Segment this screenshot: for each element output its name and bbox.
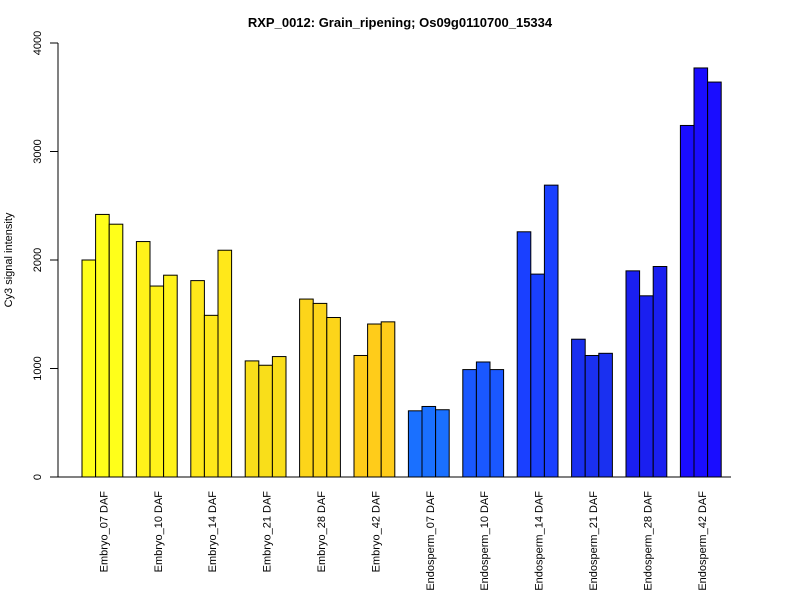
x-tick-label: Endosperm_14 DAF <box>534 491 546 591</box>
x-tick-label: Embryo_42 DAF <box>370 491 382 573</box>
bar <box>380 321 396 478</box>
bar-group <box>462 361 505 478</box>
bar <box>639 295 654 478</box>
bar <box>244 360 260 478</box>
x-tick-label: Endosperm_28 DAF <box>642 491 654 591</box>
bar <box>530 273 545 478</box>
bar <box>679 124 695 478</box>
y-axis-label: Cy3 signal intensity <box>3 212 15 307</box>
bar <box>516 231 532 478</box>
y-tick-label: 0 <box>32 474 44 480</box>
bar <box>693 67 709 478</box>
bar <box>353 354 369 478</box>
x-tick-label: Endosperm_42 DAF <box>697 491 709 591</box>
y-axis: 0 1000 2000 3000 4000 <box>32 31 59 480</box>
bar <box>190 280 205 478</box>
bar <box>625 270 641 478</box>
y-tick-label: 1000 <box>32 356 44 380</box>
bar <box>271 356 287 478</box>
bar-group <box>516 184 559 478</box>
bar-group <box>679 67 722 478</box>
y-tick-label: 3000 <box>32 139 44 163</box>
bar-group <box>407 405 450 478</box>
bar <box>81 259 97 478</box>
x-tick-label: Embryo_21 DAF <box>262 491 274 573</box>
bar <box>584 354 600 478</box>
bar <box>149 285 165 478</box>
bar <box>489 369 505 478</box>
bar <box>571 338 586 478</box>
bar <box>462 369 477 478</box>
bar <box>135 241 151 478</box>
x-tick-label: Endosperm_10 DAF <box>479 491 491 591</box>
bar <box>95 213 110 478</box>
bar <box>367 323 382 478</box>
bar <box>326 317 341 478</box>
bar <box>407 410 423 478</box>
bar <box>543 184 559 478</box>
bars <box>81 67 722 478</box>
bar-group <box>135 241 178 478</box>
x-tick-label: Embryo_07 DAF <box>98 491 110 573</box>
bar-group <box>299 298 341 478</box>
y-tick-label: 2000 <box>32 248 44 272</box>
bar-group <box>81 213 124 478</box>
bar <box>475 361 491 478</box>
bar <box>299 298 314 478</box>
x-axis-labels: Embryo_07 DAF Embryo_10 DAF Embryo_14 DAF E… <box>98 491 708 591</box>
bar-group <box>244 356 287 478</box>
chart-title: RXP_0012: Grain_ripening; Os09g0110700_1… <box>248 15 553 30</box>
bar <box>312 302 328 478</box>
bar <box>435 409 450 478</box>
bar <box>258 364 273 478</box>
bar <box>707 81 722 478</box>
bar <box>203 314 219 478</box>
bar-group <box>353 321 396 478</box>
x-tick-label: Embryo_14 DAF <box>207 491 219 573</box>
bar <box>652 266 668 478</box>
bar <box>598 352 613 478</box>
y-tick-label: 4000 <box>32 31 44 55</box>
x-tick-label: Endosperm_07 DAF <box>425 491 437 591</box>
x-tick-label: Endosperm_21 DAF <box>588 491 600 591</box>
bar-group <box>190 249 233 478</box>
bar <box>108 223 124 478</box>
x-tick-label: Embryo_28 DAF <box>316 491 328 573</box>
x-tick-label: Embryo_10 DAF <box>153 491 165 573</box>
bar-group <box>571 338 613 478</box>
bar <box>163 274 178 478</box>
bar-group <box>625 266 668 478</box>
bar <box>217 249 233 478</box>
bar <box>421 405 437 478</box>
